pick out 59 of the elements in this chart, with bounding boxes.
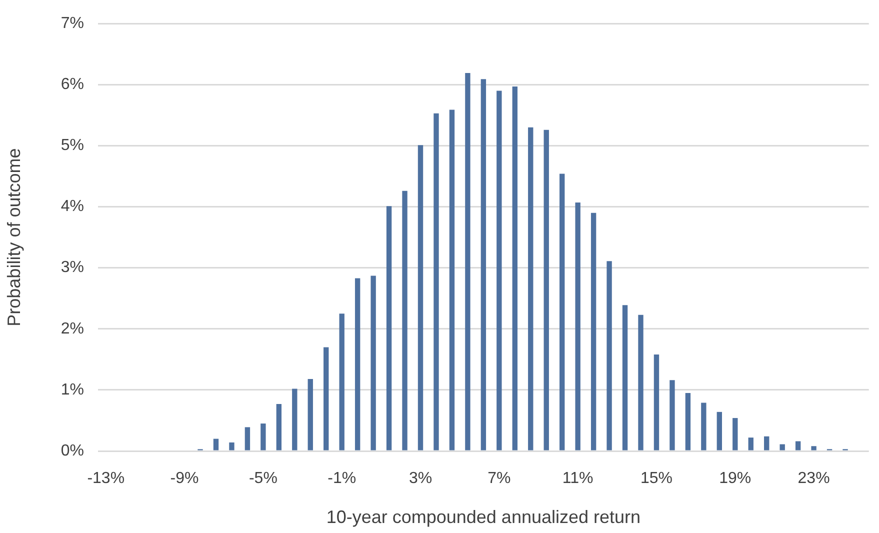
x-axis-title: 10-year compounded annualized return xyxy=(326,507,641,528)
y-tick-label: 6% xyxy=(60,76,84,94)
x-tick-label: 15% xyxy=(640,470,672,488)
x-tick-label: -5% xyxy=(248,470,278,488)
bar xyxy=(732,418,738,450)
bar xyxy=(590,212,596,450)
bar xyxy=(654,354,660,450)
bar xyxy=(260,424,266,450)
bar xyxy=(575,202,580,450)
bar xyxy=(434,113,439,450)
bar xyxy=(386,206,392,450)
y-tick-label: 0% xyxy=(60,442,84,460)
bar xyxy=(339,314,344,450)
bar xyxy=(748,438,754,450)
bar xyxy=(213,438,219,450)
bar xyxy=(402,190,408,450)
y-tick-label: 3% xyxy=(60,259,84,276)
x-tick-label: -9% xyxy=(170,470,199,488)
bar xyxy=(528,127,534,450)
x-tick-label: 11% xyxy=(562,470,594,488)
bar xyxy=(496,90,502,450)
bar xyxy=(449,110,455,450)
bar xyxy=(324,347,329,450)
y-axis-title: Probability of outcome xyxy=(4,148,24,326)
bar xyxy=(811,446,816,450)
bar xyxy=(559,174,565,450)
x-tick-label: -1% xyxy=(328,470,356,488)
bar xyxy=(276,404,282,450)
x-tick-label: -13% xyxy=(87,470,125,488)
bar xyxy=(418,145,424,450)
y-tick-label: 2% xyxy=(60,320,84,338)
bar xyxy=(780,444,785,450)
bar xyxy=(244,427,250,450)
x-tick-label: 7% xyxy=(488,470,511,488)
bar xyxy=(622,305,628,450)
y-tick-label: 4% xyxy=(60,198,84,216)
y-tick-label: 7% xyxy=(60,15,84,32)
bar xyxy=(308,378,313,450)
bar xyxy=(229,442,234,450)
bar xyxy=(370,276,376,450)
x-tick-label: 19% xyxy=(719,470,752,488)
bar xyxy=(716,412,722,450)
bar xyxy=(292,388,298,450)
bar xyxy=(354,278,360,450)
x-tick-label: 23% xyxy=(798,470,830,488)
x-tick-label: 3% xyxy=(408,470,432,488)
bar xyxy=(606,261,612,450)
y-tick-label: 5% xyxy=(60,137,84,154)
bar xyxy=(512,86,518,450)
y-tick-label: 1% xyxy=(60,381,84,398)
bar xyxy=(544,130,549,450)
bar xyxy=(701,402,706,450)
bar xyxy=(465,73,470,450)
bar xyxy=(638,314,644,450)
bar xyxy=(670,380,675,450)
bar xyxy=(795,441,801,450)
bar xyxy=(764,436,770,450)
bar xyxy=(685,392,691,450)
bar xyxy=(480,79,486,450)
